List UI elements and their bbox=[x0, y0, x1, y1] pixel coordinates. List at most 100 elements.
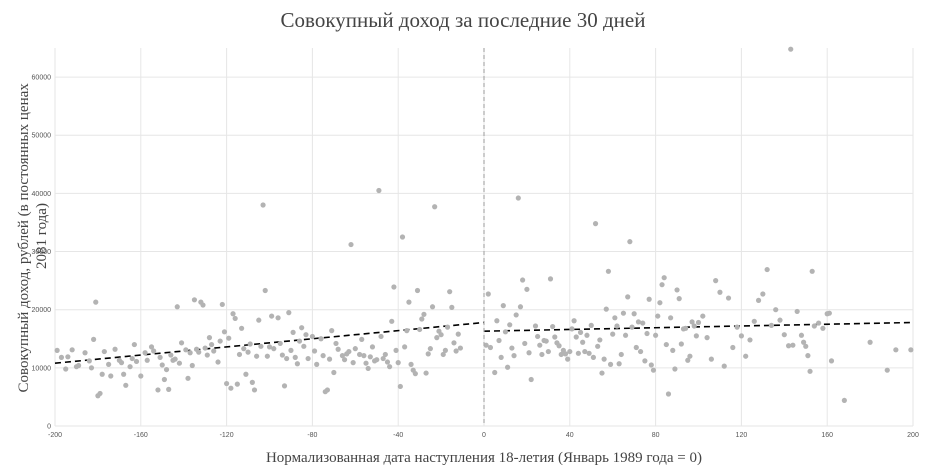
data-point bbox=[588, 322, 594, 328]
data-point bbox=[391, 284, 397, 290]
y-axis-label: Совокупный доход, рублей (в постоянных ц… bbox=[16, 79, 50, 392]
data-point bbox=[361, 353, 367, 359]
data-point bbox=[644, 330, 650, 337]
y-tick-label: 50000 bbox=[32, 133, 52, 140]
data-point bbox=[155, 387, 161, 393]
data-point bbox=[339, 353, 346, 359]
data-point bbox=[406, 299, 412, 305]
y-tick-label: 20000 bbox=[32, 307, 52, 314]
data-point bbox=[773, 307, 779, 313]
x-tick-label: -200 bbox=[48, 432, 62, 439]
data-point bbox=[376, 187, 382, 194]
data-point bbox=[438, 332, 444, 338]
data-point bbox=[631, 311, 637, 317]
y-axis-label-line-2: 2081 года) bbox=[34, 203, 50, 269]
data-point bbox=[290, 329, 296, 335]
data-point bbox=[320, 353, 326, 359]
data-point bbox=[841, 397, 847, 404]
data-point bbox=[234, 381, 240, 387]
data-point bbox=[106, 361, 112, 367]
data-point bbox=[440, 351, 446, 358]
data-point bbox=[650, 367, 657, 373]
data-point bbox=[708, 356, 714, 362]
data-point bbox=[751, 318, 757, 324]
data-point bbox=[324, 387, 331, 393]
data-point bbox=[659, 282, 665, 288]
data-point bbox=[755, 297, 762, 303]
y-tick-label: 0 bbox=[47, 424, 51, 431]
data-point bbox=[331, 369, 337, 376]
data-point bbox=[768, 322, 775, 328]
data-point bbox=[457, 345, 464, 351]
data-point bbox=[58, 354, 65, 360]
data-point bbox=[601, 356, 607, 362]
x-tick-label: 40 bbox=[566, 432, 574, 439]
data-point bbox=[567, 348, 573, 355]
data-point bbox=[502, 329, 509, 335]
data-point bbox=[69, 347, 75, 353]
data-point bbox=[393, 347, 399, 353]
data-point bbox=[552, 334, 558, 340]
data-point bbox=[226, 335, 232, 341]
data-point bbox=[805, 353, 811, 359]
data-point bbox=[219, 301, 225, 308]
data-point bbox=[208, 341, 215, 348]
data-point bbox=[277, 340, 283, 347]
data-point bbox=[256, 317, 262, 323]
data-point bbox=[432, 204, 438, 210]
data-point bbox=[807, 368, 813, 374]
data-point bbox=[622, 332, 629, 338]
data-point bbox=[356, 351, 363, 358]
data-point bbox=[264, 353, 270, 359]
data-point bbox=[159, 362, 165, 368]
data-point bbox=[346, 348, 352, 355]
data-point bbox=[734, 324, 740, 330]
data-point bbox=[335, 346, 341, 352]
data-point bbox=[427, 346, 433, 352]
y-tick-label: 40000 bbox=[32, 191, 52, 198]
x-tick-label: -120 bbox=[220, 432, 234, 439]
data-point bbox=[258, 343, 264, 349]
data-point bbox=[498, 354, 504, 360]
data-point bbox=[118, 360, 125, 366]
data-point bbox=[299, 325, 305, 331]
data-point bbox=[75, 362, 82, 369]
data-point bbox=[670, 347, 676, 353]
data-point bbox=[672, 366, 678, 372]
data-point bbox=[747, 337, 753, 343]
data-point bbox=[200, 302, 206, 308]
data-point bbox=[455, 331, 461, 337]
data-point bbox=[683, 325, 689, 331]
data-point bbox=[663, 341, 669, 348]
data-point bbox=[151, 348, 157, 354]
data-point bbox=[665, 391, 672, 397]
data-point bbox=[215, 359, 221, 365]
data-point bbox=[131, 341, 137, 348]
data-point bbox=[550, 323, 556, 330]
data-point bbox=[129, 355, 135, 362]
x-tick-label: -160 bbox=[134, 432, 148, 439]
data-point bbox=[333, 340, 339, 347]
data-point bbox=[161, 376, 167, 383]
data-point bbox=[826, 310, 832, 316]
data-point bbox=[429, 304, 436, 310]
data-point bbox=[408, 361, 414, 367]
data-point bbox=[526, 350, 532, 356]
data-point bbox=[142, 350, 148, 356]
data-point bbox=[893, 347, 899, 353]
data-point bbox=[279, 352, 285, 358]
data-point bbox=[93, 299, 99, 305]
data-point bbox=[625, 294, 631, 300]
data-point bbox=[123, 382, 129, 388]
data-point bbox=[543, 338, 549, 344]
data-point bbox=[414, 287, 421, 294]
data-point bbox=[781, 332, 787, 338]
data-point bbox=[674, 287, 680, 293]
data-point bbox=[367, 354, 373, 360]
data-point bbox=[63, 366, 69, 372]
data-point bbox=[657, 300, 663, 306]
data-point bbox=[224, 380, 230, 387]
data-point bbox=[245, 349, 251, 355]
trend-line-right bbox=[483, 321, 914, 333]
